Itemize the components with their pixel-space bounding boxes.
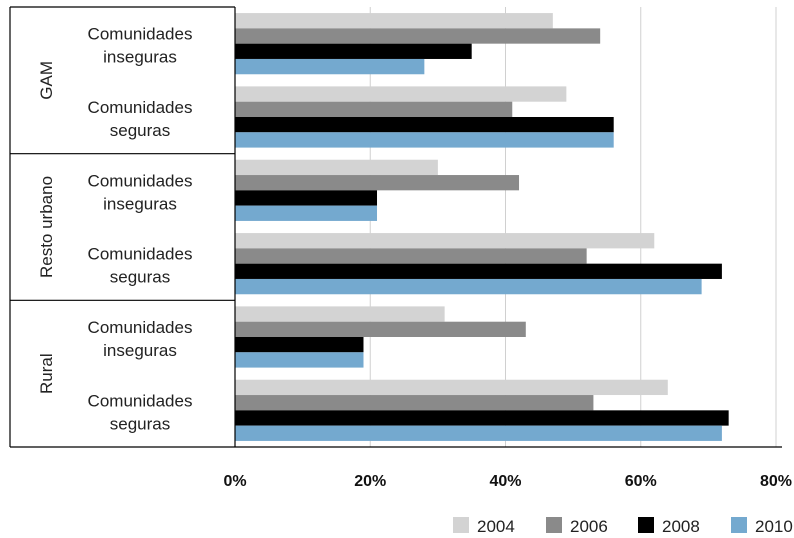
- category-label-seguras-line2: seguras: [110, 268, 170, 287]
- category-label-inseguras-line1: Comunidades: [88, 318, 193, 337]
- legend-swatch-2006: [546, 517, 562, 533]
- bar-resto-urbano-seguras-2006: [235, 248, 587, 264]
- legend-label-2010: 2010: [755, 517, 793, 536]
- bar-gam-seguras-2008: [235, 117, 614, 133]
- bar-gam-inseguras-2008: [235, 43, 472, 59]
- x-tick-label: 20%: [354, 473, 386, 490]
- bar-resto-urbano-inseguras-2008: [235, 190, 378, 206]
- bar-rural-inseguras-2008: [235, 337, 364, 353]
- category-label-seguras-line1: Comunidades: [88, 391, 193, 410]
- group-label-gam: GAM: [37, 61, 56, 100]
- category-label-inseguras-line2: inseguras: [103, 194, 177, 213]
- bar-rural-seguras-2004: [235, 379, 668, 396]
- bar-gam-inseguras-2006: [235, 28, 601, 44]
- x-tick-label: 40%: [489, 473, 521, 490]
- category-label-seguras-line1: Comunidades: [88, 245, 193, 264]
- bar-resto-urbano-seguras-2010: [235, 278, 702, 295]
- group-label-resto-urbano: Resto urbano: [37, 176, 56, 278]
- bar-resto-urbano-inseguras-2004: [235, 159, 438, 176]
- bar-resto-urbano-inseguras-2010: [235, 205, 378, 221]
- legend-label-2008: 2008: [662, 517, 700, 536]
- bar-gam-inseguras-2004: [235, 13, 553, 29]
- bar-rural-seguras-2008: [235, 410, 729, 426]
- category-label-inseguras-line2: inseguras: [103, 341, 177, 360]
- legend-swatch-2004: [453, 517, 469, 533]
- bar-gam-seguras-2010: [235, 132, 614, 148]
- category-label-seguras-line2: seguras: [110, 414, 170, 433]
- group-label-rural: Rural: [37, 353, 56, 394]
- bar-gam-seguras-2006: [235, 101, 513, 117]
- legend-label-2006: 2006: [570, 517, 608, 536]
- bar-resto-urbano-seguras-2004: [235, 233, 655, 249]
- legend-swatch-2010: [731, 517, 747, 533]
- legend-label-2004: 2004: [477, 517, 515, 536]
- bar-rural-seguras-2006: [235, 395, 594, 411]
- bar-resto-urbano-seguras-2008: [235, 263, 722, 279]
- category-label-inseguras-line1: Comunidades: [88, 171, 193, 190]
- x-tick-label: 80%: [760, 473, 792, 490]
- legend-swatch-2008: [638, 517, 654, 533]
- bar-gam-seguras-2004: [235, 86, 567, 102]
- bar-rural-inseguras-2006: [235, 321, 526, 337]
- x-tick-label: 60%: [625, 473, 657, 490]
- bar-gam-inseguras-2010: [235, 58, 425, 75]
- category-label-seguras-line2: seguras: [110, 121, 170, 140]
- category-label-seguras-line1: Comunidades: [88, 98, 193, 117]
- category-label-inseguras-line2: inseguras: [103, 48, 177, 67]
- bar-rural-seguras-2010: [235, 425, 722, 441]
- bar-rural-inseguras-2010: [235, 352, 364, 368]
- bar-rural-inseguras-2004: [235, 306, 445, 322]
- category-label-inseguras-line1: Comunidades: [88, 25, 193, 44]
- x-tick-label: 0%: [223, 473, 246, 490]
- bar-resto-urbano-inseguras-2006: [235, 175, 520, 191]
